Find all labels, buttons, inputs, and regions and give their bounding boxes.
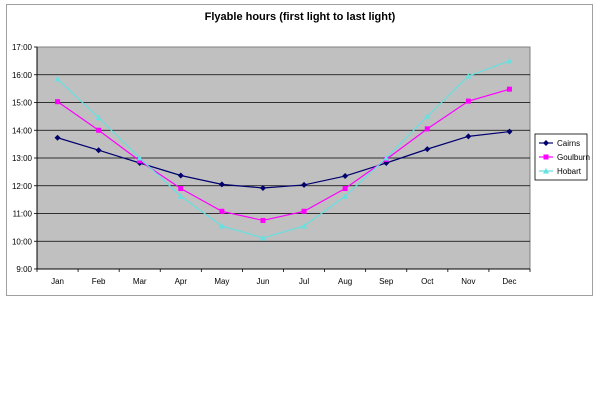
data-point xyxy=(55,99,61,105)
data-point xyxy=(136,155,143,161)
series-line xyxy=(57,88,510,222)
chart-title: Flyable hours (first light to last light… xyxy=(204,11,396,23)
x-tick-label: Jun xyxy=(257,277,270,286)
data-point xyxy=(465,73,472,79)
data-point xyxy=(301,222,308,229)
y-tick-label: 10:00 xyxy=(12,237,33,246)
data-point xyxy=(218,181,225,188)
y-tick-label: 13:00 xyxy=(12,154,33,163)
y-tick-label: 14:00 xyxy=(12,126,33,135)
legend-marker xyxy=(543,154,549,160)
data-point xyxy=(383,155,390,161)
legend-label: Goulburn xyxy=(557,153,590,162)
x-tick-label: Mar xyxy=(133,277,147,286)
x-tick-label: Sep xyxy=(379,277,394,286)
data-point xyxy=(219,208,225,214)
y-tick-label: 15:00 xyxy=(12,99,33,108)
data-point xyxy=(177,193,184,199)
x-tick-label: Oct xyxy=(421,277,434,286)
data-point xyxy=(177,172,184,179)
data-point xyxy=(218,222,225,229)
data-point xyxy=(137,158,143,164)
data-point xyxy=(342,173,349,180)
data-point xyxy=(342,193,349,199)
data-point xyxy=(506,128,513,135)
y-tick-label: 16:00 xyxy=(12,71,33,80)
x-tick-label: Jul xyxy=(299,277,309,286)
data-point xyxy=(260,217,266,223)
data-point xyxy=(301,181,308,188)
legend-label: Cairns xyxy=(557,139,580,148)
data-point xyxy=(424,113,431,119)
series-line xyxy=(57,60,510,239)
data-point xyxy=(95,114,102,121)
data-point xyxy=(424,126,430,132)
legend-label: Hobart xyxy=(557,167,582,176)
data-point xyxy=(342,186,348,192)
data-point xyxy=(465,98,471,104)
data-point xyxy=(424,146,431,153)
x-tick-label: Jan xyxy=(51,277,64,286)
x-tick-label: Apr xyxy=(175,277,188,286)
data-point xyxy=(259,184,266,191)
data-point xyxy=(54,75,61,82)
data-point xyxy=(95,147,102,154)
legend-marker xyxy=(543,140,549,146)
y-tick-label: 17:00 xyxy=(12,43,33,52)
x-tick-label: May xyxy=(214,277,229,286)
x-tick-label: Aug xyxy=(338,277,352,286)
data-point xyxy=(54,134,61,141)
data-point xyxy=(259,234,266,241)
x-tick-label: Feb xyxy=(92,277,106,286)
y-tick-label: 12:00 xyxy=(12,182,33,191)
y-tick-label: 9:00 xyxy=(16,265,32,274)
y-tick-label: 11:00 xyxy=(13,210,33,219)
data-point xyxy=(506,57,513,64)
data-point xyxy=(96,127,102,133)
data-point xyxy=(506,86,512,92)
data-point xyxy=(301,208,307,214)
x-tick-label: Nov xyxy=(461,277,475,286)
legend-marker xyxy=(543,168,549,174)
x-tick-label: Dec xyxy=(502,277,516,286)
series-line xyxy=(57,131,510,189)
data-point xyxy=(178,186,184,192)
data-point xyxy=(465,133,472,140)
